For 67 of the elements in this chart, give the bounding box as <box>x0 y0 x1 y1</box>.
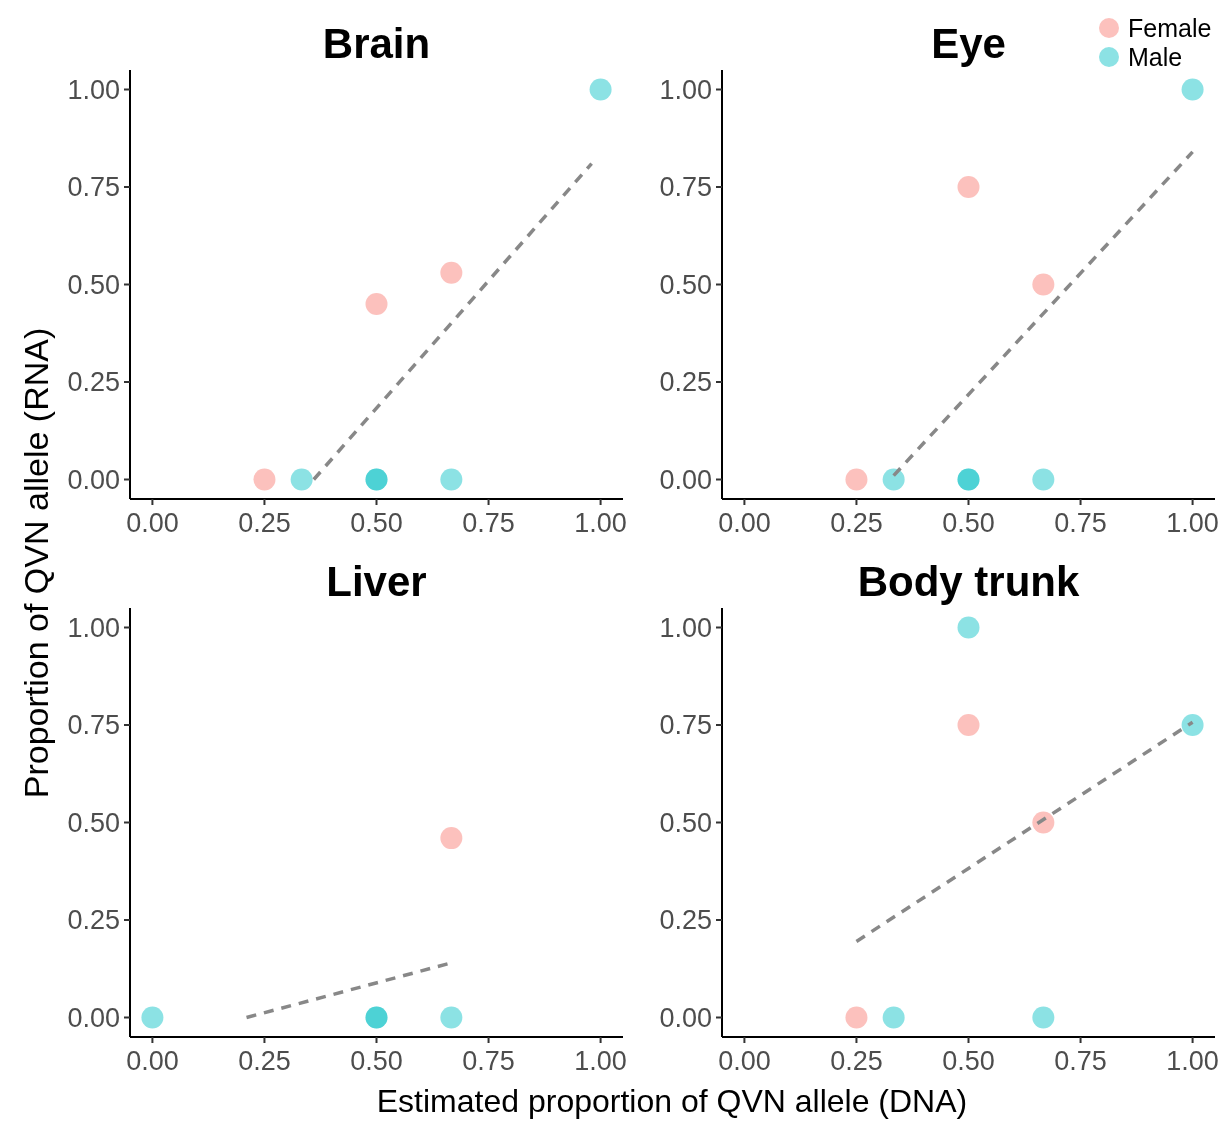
x-tick-label: 0.50 <box>350 1046 403 1076</box>
point <box>1032 811 1055 834</box>
y-tick-label: 0.75 <box>659 172 712 203</box>
x-tick-label: 0.25 <box>238 1046 291 1076</box>
y-tick-label: 1.00 <box>659 74 712 105</box>
chart-title: Eye <box>931 20 1006 67</box>
x-tick-label: 0.25 <box>830 508 883 538</box>
y-tick-label: 1.00 <box>659 612 712 643</box>
point <box>957 176 980 198</box>
x-tick-label: 1.00 <box>574 508 627 538</box>
x-tick-label: 0.00 <box>718 508 771 538</box>
x-tick-label: 0.50 <box>942 1046 995 1076</box>
x-tick-label: 0.25 <box>238 508 291 538</box>
y-tick-label: 0.00 <box>659 1002 712 1033</box>
x-tick-label: 0.75 <box>462 1046 515 1076</box>
y-tick-label: 0.00 <box>67 464 120 495</box>
y-tick-label: 0.25 <box>659 905 712 936</box>
y-tick-label: 1.00 <box>67 74 120 105</box>
y-tick-label: 0.50 <box>67 269 120 300</box>
point <box>1181 714 1204 736</box>
y-tick-label: 0.25 <box>67 367 120 398</box>
legend-label: Male <box>1128 42 1183 71</box>
point <box>1032 468 1055 491</box>
x-tick-label: 0.00 <box>126 1046 179 1076</box>
x-tick-label: 0.00 <box>126 508 179 538</box>
point <box>957 616 980 639</box>
x-tick-label: 0.75 <box>1054 508 1107 538</box>
x-tick-label: 0.50 <box>350 508 403 538</box>
y-tick-label: 0.75 <box>659 710 712 741</box>
y-tick-label: 0.00 <box>67 1002 120 1033</box>
y-tick-label: 0.00 <box>659 464 712 495</box>
point <box>882 1006 905 1029</box>
x-tick-label: 1.00 <box>1166 1046 1219 1076</box>
y-tick-label: 1.00 <box>67 612 120 643</box>
point <box>845 1006 868 1029</box>
point <box>1032 1006 1055 1029</box>
x-tick-label: 1.00 <box>1166 508 1219 538</box>
point <box>589 78 612 101</box>
y-tick-label: 0.50 <box>659 269 712 300</box>
point <box>957 714 980 736</box>
chart-title: Liver <box>326 558 427 605</box>
x-tick-label: 0.75 <box>1054 1046 1107 1076</box>
chart-title: Brain <box>322 20 431 67</box>
point <box>253 468 276 491</box>
y-tick-label: 0.75 <box>67 710 120 741</box>
y-tick-label: 0.50 <box>67 807 120 838</box>
point <box>845 468 868 491</box>
point <box>440 261 463 284</box>
point <box>1032 273 1055 296</box>
y-tick-label: 0.75 <box>67 172 120 203</box>
point <box>882 468 905 491</box>
x-tick-label: 0.00 <box>718 1046 771 1076</box>
y-tick-label: 0.50 <box>659 807 712 838</box>
y-tick-label: 0.25 <box>67 905 120 936</box>
point <box>365 293 388 315</box>
chart-title: Body trunk <box>857 558 1080 605</box>
legend-label: Female <box>1128 13 1212 42</box>
y-tick-label: 0.25 <box>659 367 712 398</box>
point <box>440 468 463 491</box>
x-tick-label: 0.75 <box>462 508 515 538</box>
x-axis-title: Estimated proportion of QVN allele (DNA) <box>376 1083 968 1119</box>
x-tick-label: 0.25 <box>830 1046 883 1076</box>
x-tick-label: 1.00 <box>574 1046 627 1076</box>
point <box>290 468 313 491</box>
y-axis-title: Proportion of QVN allele (RNA) <box>17 327 55 799</box>
x-tick-label: 0.50 <box>942 508 995 538</box>
point <box>1181 78 1204 101</box>
